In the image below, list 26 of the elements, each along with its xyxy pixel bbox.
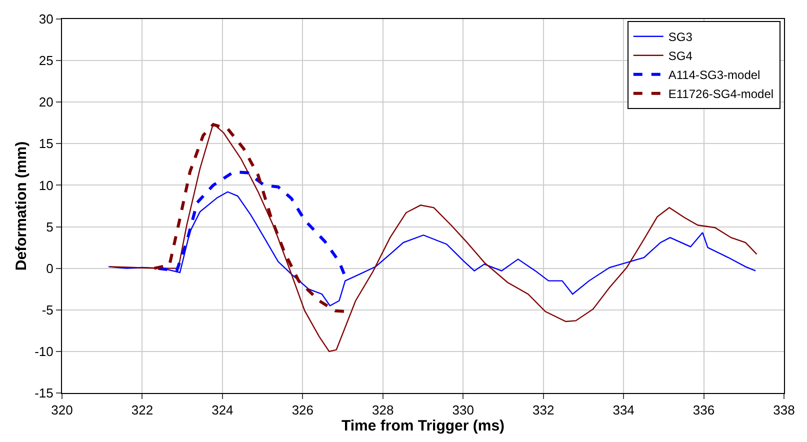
- x-tick-label: 332: [532, 402, 554, 418]
- x-tick-label: 324: [212, 402, 234, 418]
- y-tick-label: -10: [34, 344, 54, 359]
- x-tick-label: 338: [773, 402, 795, 418]
- x-axis-title: Time from Trigger (ms): [341, 418, 505, 435]
- y-tick-label: -5: [42, 302, 54, 318]
- y-tick-label: 30: [38, 12, 54, 27]
- x-tick-label: 334: [612, 402, 634, 418]
- x-tick-label: 322: [131, 402, 154, 418]
- y-tick-label: 25: [38, 53, 54, 68]
- legend-label: SG3: [668, 30, 693, 44]
- legend-label: A114-SG3-model: [668, 68, 760, 82]
- x-tick-label: 320: [51, 402, 73, 418]
- x-tick-label: 326: [292, 402, 314, 418]
- x-tick-label: 328: [372, 402, 394, 418]
- y-tick-label: 0: [46, 260, 54, 276]
- legend-label: SG4: [668, 49, 693, 64]
- y-tick-label: 10: [38, 178, 54, 193]
- y-tick-label: -15: [34, 386, 54, 401]
- y-tick-label: 5: [46, 219, 54, 234]
- y-tick-label: 15: [38, 136, 54, 152]
- x-tick-label: 330: [452, 402, 474, 418]
- legend-label: E11726-SG4-model: [668, 87, 774, 102]
- x-tick-label: 336: [692, 402, 715, 418]
- y-tick-label: 20: [38, 94, 54, 110]
- y-axis-title: Deformation (mm): [12, 141, 30, 271]
